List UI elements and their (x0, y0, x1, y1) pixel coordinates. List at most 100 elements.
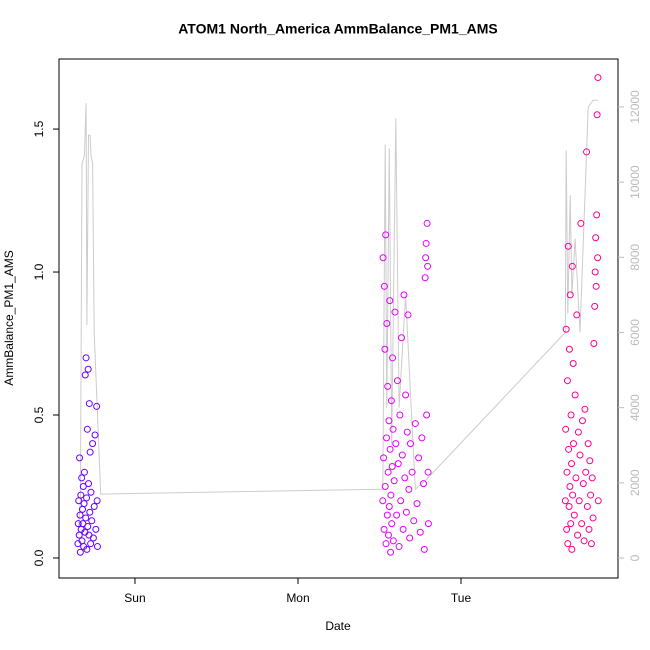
point (402, 508, 410, 516)
point (423, 219, 431, 227)
point (576, 451, 584, 459)
point (398, 451, 406, 459)
point (391, 308, 399, 316)
point (83, 494, 91, 502)
point (416, 528, 424, 536)
y2-tick-label: 2000 (628, 469, 642, 496)
point (590, 340, 598, 348)
point (592, 282, 600, 290)
point (563, 468, 571, 476)
point (75, 531, 83, 539)
point (385, 417, 393, 425)
point (402, 391, 410, 399)
point (587, 540, 595, 548)
point (585, 525, 593, 533)
point (390, 477, 398, 485)
point (565, 503, 573, 511)
point (389, 354, 397, 362)
y-tick-label: 0.0 (32, 549, 46, 566)
point (90, 503, 98, 511)
plot-frame (58, 58, 619, 579)
point (593, 211, 601, 219)
point (566, 291, 574, 299)
point (83, 545, 91, 553)
point (565, 445, 573, 453)
point (386, 297, 394, 305)
point (399, 525, 407, 533)
point (424, 520, 432, 528)
line (77, 99, 598, 536)
point (589, 514, 597, 522)
point (565, 345, 573, 353)
y2-tick-label: 10000 (628, 165, 642, 199)
point (82, 514, 90, 522)
point (92, 525, 100, 533)
point (93, 543, 101, 551)
point (566, 482, 574, 490)
point (569, 491, 577, 499)
point (420, 545, 428, 553)
point (422, 254, 430, 262)
point (572, 474, 580, 482)
point (389, 537, 397, 545)
point (81, 371, 89, 379)
point (89, 440, 97, 448)
x-tick-label: Tue (451, 591, 472, 605)
point (91, 431, 99, 439)
point (387, 491, 395, 499)
point (381, 482, 389, 490)
point (584, 440, 592, 448)
point (80, 500, 88, 508)
point (76, 454, 84, 462)
point (88, 517, 96, 525)
x-axis-label: Date (325, 619, 351, 633)
point (383, 434, 391, 442)
point (594, 74, 602, 82)
point (577, 219, 585, 227)
point (592, 234, 600, 242)
x-tick-label: Sun (124, 591, 145, 605)
point (85, 400, 93, 408)
point (384, 531, 392, 539)
y2-tick-label: 12000 (628, 90, 642, 124)
point (406, 440, 414, 448)
point (78, 505, 86, 513)
point (569, 440, 577, 448)
point (86, 448, 94, 456)
point (583, 503, 591, 511)
point (569, 360, 577, 368)
point (93, 402, 101, 410)
point (567, 411, 575, 419)
point (593, 111, 601, 119)
point (424, 262, 432, 270)
point (573, 311, 581, 319)
point (380, 282, 388, 290)
point (415, 454, 423, 462)
y2-tick-label: 4000 (628, 394, 642, 421)
point (580, 537, 588, 545)
point (561, 497, 569, 505)
point (76, 548, 84, 556)
point (421, 274, 429, 282)
point (400, 291, 408, 299)
point (594, 497, 602, 505)
point (381, 345, 389, 353)
point (395, 543, 403, 551)
point (383, 320, 391, 328)
point (406, 534, 414, 542)
point (570, 511, 578, 519)
point (85, 480, 93, 488)
point (403, 428, 411, 436)
point (408, 468, 416, 476)
point (380, 525, 388, 533)
point (583, 148, 591, 156)
point (563, 377, 571, 385)
y-axis-label: AmmBalance_PM1_AMS (2, 250, 16, 385)
point (396, 411, 404, 419)
y2-tick-label: 8000 (628, 244, 642, 271)
y-tick-label: 0.5 (32, 406, 46, 423)
point (393, 511, 401, 519)
y-tick-label: 1.5 (32, 120, 46, 137)
point (568, 262, 576, 270)
point (591, 268, 599, 276)
